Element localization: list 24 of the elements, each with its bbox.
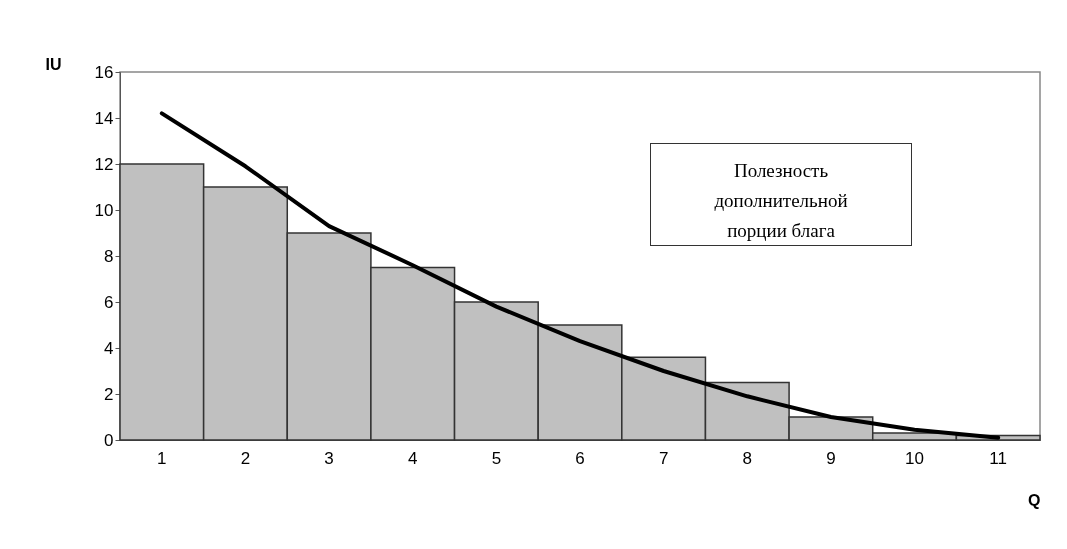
x-tick-label: 2	[240, 448, 251, 468]
y-tick-label: 14	[94, 108, 114, 128]
y-tick-label: 2	[104, 384, 114, 404]
line-series	[159, 111, 1001, 440]
y-tick-label: 0	[104, 430, 114, 450]
x-tick-label: 4	[407, 448, 418, 468]
y-axis-title: IU	[45, 55, 62, 73]
x-tick-label: 3	[324, 448, 334, 468]
x-tick-label: 10	[905, 448, 925, 468]
y-tick-label: 6	[104, 292, 114, 312]
y-tick-label: 10	[94, 200, 114, 220]
y-tick-label: 12	[94, 154, 114, 174]
x-tick-label: 5	[491, 448, 502, 468]
annotation: Полезность дополнительной порции блага	[714, 160, 848, 241]
x-tick-label: 9	[826, 448, 836, 468]
y-tick-label: 4	[104, 338, 114, 358]
x-tick-label: 1	[157, 448, 167, 468]
x-tick-label: 7	[658, 448, 669, 468]
x-tick-label: 8	[742, 448, 753, 468]
y-tick-label: 8	[104, 246, 114, 266]
y-tick-label: 16	[94, 62, 114, 82]
x-tick-label: 6	[575, 448, 585, 468]
x-tick-label: 11	[989, 448, 1008, 468]
x-axis-title: Q	[1028, 491, 1041, 509]
